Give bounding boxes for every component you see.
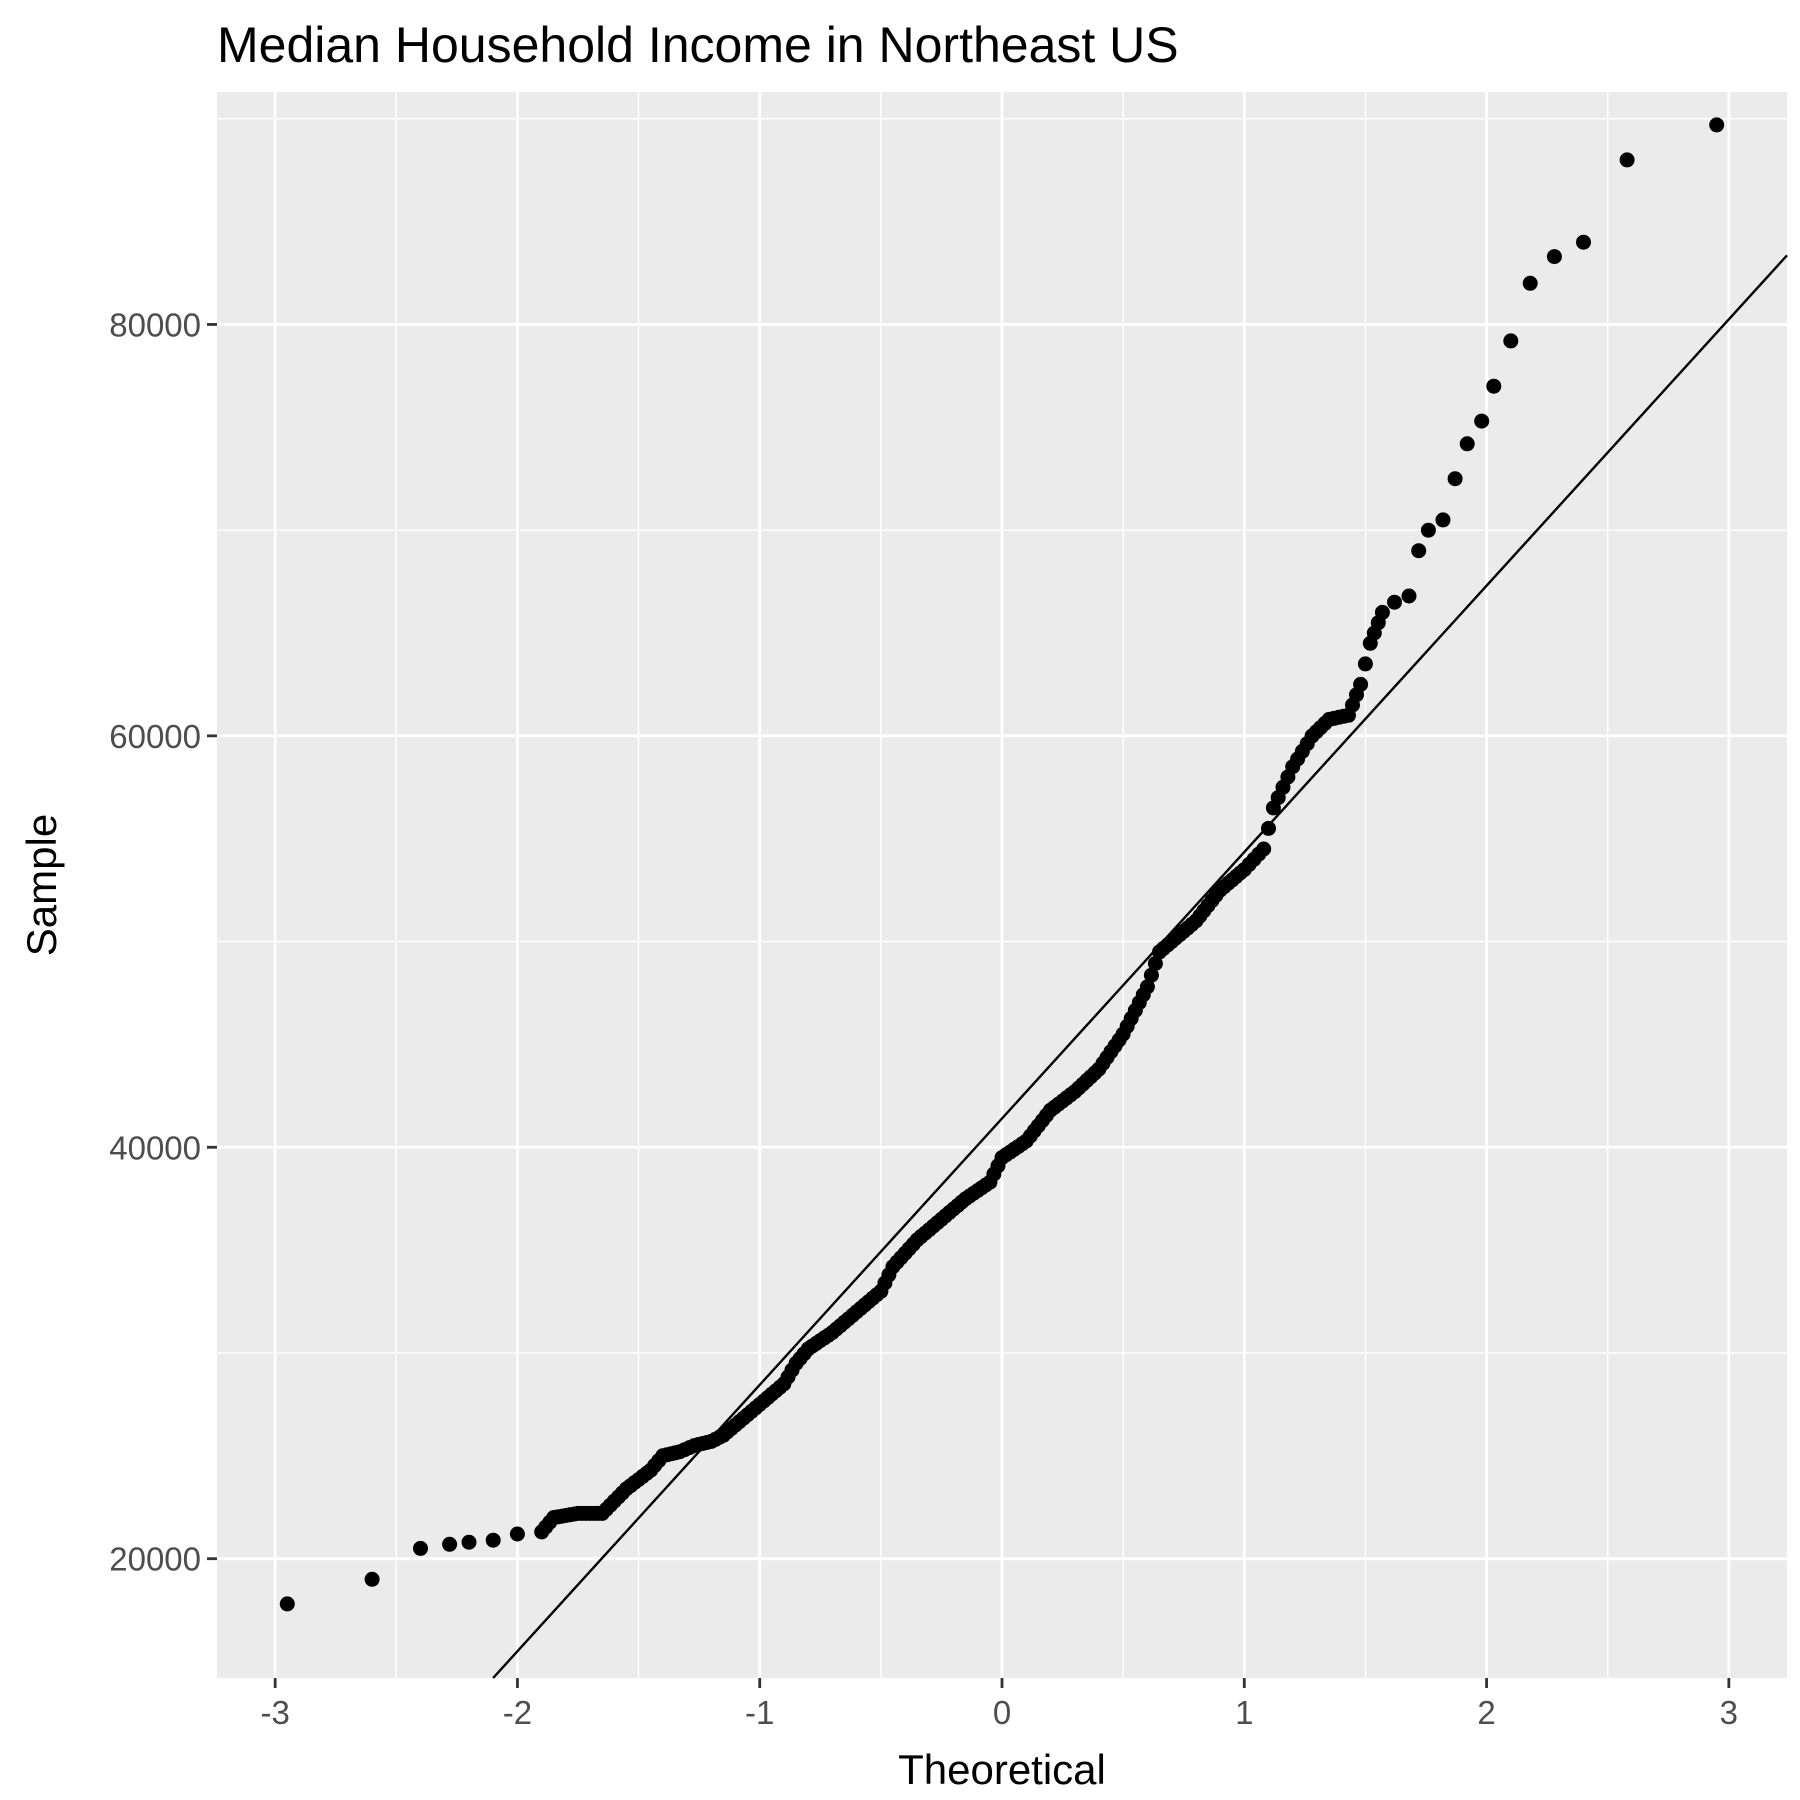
data-point	[485, 1532, 501, 1548]
data-point	[1486, 378, 1502, 394]
x-tick-label: -3	[260, 1694, 289, 1731]
major-gridlines	[217, 92, 1787, 1678]
data-point	[1411, 543, 1427, 559]
data-point	[1357, 656, 1373, 672]
data-point	[1576, 234, 1591, 250]
data-point	[1619, 152, 1635, 168]
x-tick-label: 0	[993, 1694, 1011, 1731]
y-tick-label: 40000	[109, 1129, 201, 1166]
data-point	[1401, 588, 1417, 604]
y-tick-labels: 20000 40000 60000 80000	[109, 306, 201, 1577]
data-point	[1139, 979, 1155, 995]
chart-title: Median Household Income in Northeast US	[217, 17, 1179, 73]
data-point	[1447, 471, 1463, 487]
x-tick-label: -2	[503, 1694, 532, 1731]
data-point	[509, 1526, 525, 1542]
x-tick-labels: -3 -2 -1 0 1 2 3	[260, 1694, 1738, 1731]
data-point	[1459, 436, 1475, 452]
data-point	[1374, 604, 1390, 620]
x-tick-label: -1	[745, 1694, 774, 1731]
data-point	[1435, 512, 1451, 528]
y-axis-title: Sample	[18, 814, 65, 956]
data-point	[1261, 820, 1276, 836]
data-point	[1474, 413, 1490, 429]
x-tick-label: 3	[1720, 1694, 1738, 1731]
data-point	[1387, 594, 1402, 610]
data-point	[1256, 841, 1272, 857]
data-point	[413, 1540, 428, 1556]
data-point	[461, 1534, 477, 1550]
x-axis-title: Theoretical	[898, 1746, 1106, 1793]
data-point	[1147, 956, 1163, 971]
data-point	[1143, 967, 1159, 983]
data-point	[1522, 275, 1538, 291]
x-tick-label: 2	[1477, 1694, 1495, 1731]
data-point	[1503, 333, 1519, 349]
y-tick-label: 80000	[109, 306, 201, 343]
y-tick-label: 60000	[109, 718, 201, 755]
axis-ticks	[207, 323, 1731, 1688]
data-point	[1709, 117, 1725, 133]
data-points	[279, 117, 1725, 1612]
data-point	[279, 1596, 295, 1612]
data-point	[364, 1571, 380, 1587]
data-point	[1420, 522, 1436, 538]
data-point	[442, 1536, 458, 1552]
y-tick-label: 20000	[109, 1541, 201, 1578]
data-point	[1546, 249, 1562, 265]
x-tick-label: 1	[1235, 1694, 1253, 1731]
data-point	[1353, 676, 1369, 692]
